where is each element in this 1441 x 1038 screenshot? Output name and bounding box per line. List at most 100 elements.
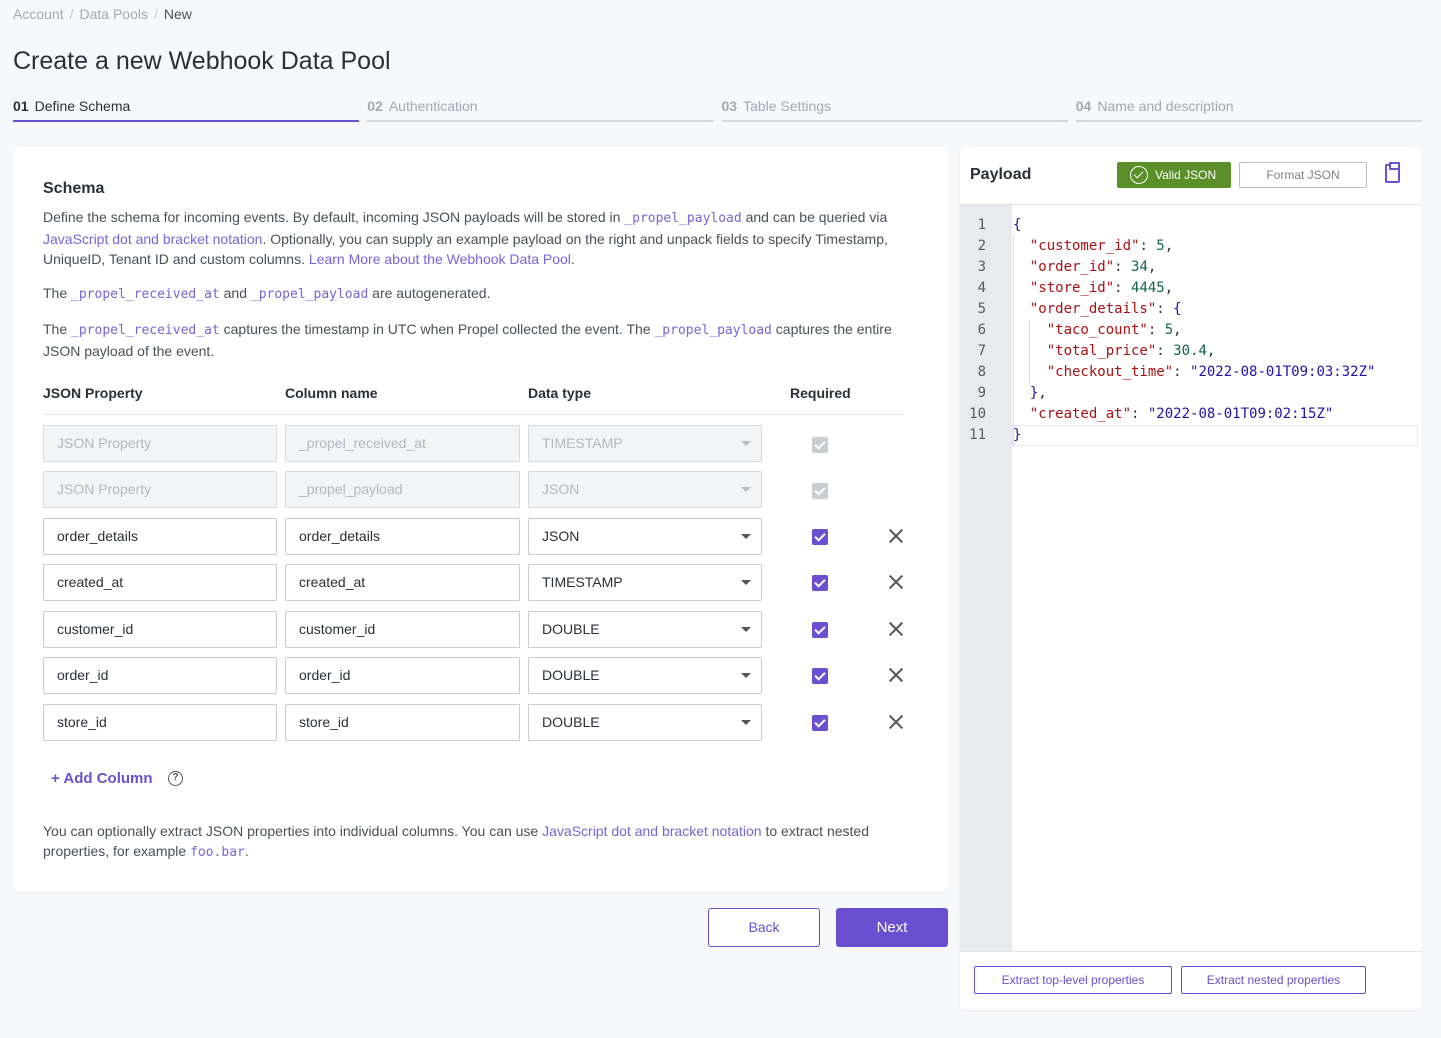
line-number: 11 <box>969 427 986 443</box>
data-type-select[interactable]: DOUBLE <box>528 657 762 694</box>
step-authentication[interactable]: 02 Authentication <box>367 98 714 122</box>
close-icon[interactable] <box>888 714 904 730</box>
add-column-button[interactable]: + Add Column <box>51 770 153 787</box>
data-type-select[interactable]: DOUBLE <box>528 704 762 741</box>
valid-json-label: Valid JSON <box>1155 168 1217 182</box>
code-text: "total_price": 30.4, <box>1046 343 1216 359</box>
data-type-select[interactable]: JSON <box>528 518 762 555</box>
text: are autogenerated. <box>368 285 491 301</box>
data-type-select: TIMESTAMP <box>528 425 762 462</box>
required-checkbox[interactable] <box>812 715 828 731</box>
valid-json-badge: Valid JSON <box>1117 162 1231 188</box>
indent-guide <box>1029 320 1030 383</box>
code-text: "order_id": 34, <box>1029 259 1157 275</box>
code-line: 4 "store_id": 4445, <box>960 278 1420 299</box>
text: to extract nested properties, for exampl… <box>43 823 869 859</box>
data-type-value: TIMESTAMP <box>542 574 623 590</box>
code-line: 1{ <box>960 215 1420 236</box>
chevron-down-icon <box>741 487 751 492</box>
table-row: store_id store_id DOUBLE <box>43 704 913 741</box>
code-line: 10 "created_at": "2022-08-01T09:02:15Z" <box>960 404 1420 425</box>
help-icon[interactable]: ? <box>168 771 183 786</box>
table-row: customer_id customer_id DOUBLE <box>43 611 913 648</box>
close-icon[interactable] <box>888 574 904 590</box>
column-name-input[interactable]: customer_id <box>285 611 520 648</box>
chevron-down-icon <box>741 580 751 585</box>
breadcrumb-account[interactable]: Account <box>13 6 64 22</box>
text: . Optionally, you can supply an example … <box>43 231 888 267</box>
step-number: 02 <box>367 98 383 114</box>
column-name-input: _propel_received_at <box>285 425 520 462</box>
code-text: "taco_count": 5, <box>1046 322 1182 338</box>
step-table-settings[interactable]: 03 Table Settings <box>721 98 1068 122</box>
step-number: 01 <box>13 98 29 114</box>
required-checkbox <box>812 437 828 453</box>
table-row: order_details order_details JSON <box>43 518 913 555</box>
check-circle-icon <box>1130 166 1148 184</box>
json-property-input[interactable]: store_id <box>43 704 277 741</box>
data-type-value: TIMESTAMP <box>542 435 623 451</box>
breadcrumb-data-pools[interactable]: Data Pools <box>79 6 148 22</box>
format-json-button[interactable]: Format JSON <box>1239 162 1367 188</box>
header-required: Required <box>790 385 851 401</box>
autogenerated-note: The _propel_received_at and _propel_payl… <box>43 283 913 305</box>
chevron-down-icon <box>741 627 751 632</box>
data-type-select: JSON <box>528 471 762 508</box>
step-label: Name and description <box>1097 98 1234 114</box>
line-number: 5 <box>977 301 986 317</box>
code-text: "customer_id": 5, <box>1029 238 1174 254</box>
column-name-input[interactable]: order_details <box>285 518 520 555</box>
clipboard-icon[interactable] <box>1385 162 1400 183</box>
link-dot-bracket-notation[interactable]: JavaScript dot and bracket notation <box>542 823 762 839</box>
schema-table-header: JSON Property Column name Data type Requ… <box>43 384 904 415</box>
required-checkbox[interactable] <box>812 575 828 591</box>
breadcrumb-separator: / <box>69 6 74 22</box>
step-define-schema[interactable]: 01 Define Schema <box>13 98 360 122</box>
line-number: 3 <box>977 259 986 275</box>
column-name-input[interactable]: order_id <box>285 657 520 694</box>
step-number: 04 <box>1075 98 1092 114</box>
code-propel-payload: _propel_payload <box>624 211 742 226</box>
json-property-input[interactable]: created_at <box>43 564 277 601</box>
column-name-input[interactable]: created_at <box>285 564 520 601</box>
header-column-name: Column name <box>285 385 378 401</box>
json-property-input[interactable]: customer_id <box>43 611 277 648</box>
json-editor[interactable]: 1{2 "customer_id": 5, 3 "order_id": 34, 4 … <box>960 204 1422 952</box>
next-button[interactable]: Next <box>836 908 948 947</box>
link-dot-bracket-notation[interactable]: JavaScript dot and bracket notation <box>43 231 263 247</box>
link-learn-more[interactable]: Learn More about the Webhook Data Pool <box>308 251 571 267</box>
data-type-select[interactable]: DOUBLE <box>528 611 762 648</box>
step-number: 03 <box>721 98 738 114</box>
code-line: 8 "checkout_time": "2022-08-01T09:03:32Z… <box>960 362 1420 383</box>
code-text: "checkout_time": "2022-08-01T09:03:32Z" <box>1046 364 1376 380</box>
code-line: 9 }, <box>960 383 1420 404</box>
extract-top-level-button[interactable]: Extract top-level properties <box>974 966 1172 994</box>
breadcrumb-current: New <box>163 6 192 22</box>
close-icon[interactable] <box>888 667 904 683</box>
required-checkbox[interactable] <box>812 622 828 638</box>
code-line: 6 "taco_count": 5, <box>960 320 1420 341</box>
json-property-input: JSON Property <box>43 425 277 462</box>
breadcrumb: Account / Data Pools / New <box>13 6 192 22</box>
payload-title: Payload <box>970 166 1032 183</box>
breadcrumb-separator: / <box>153 6 158 22</box>
json-property-input[interactable]: order_id <box>43 657 277 694</box>
back-button[interactable]: Back <box>708 908 820 947</box>
step-label: Authentication <box>388 98 478 114</box>
text: and can be queried via <box>741 209 888 225</box>
code-line: 7 "total_price": 30.4, <box>960 341 1420 362</box>
json-property-input[interactable]: order_details <box>43 518 277 555</box>
text: You can optionally extract JSON properti… <box>43 823 543 839</box>
close-icon[interactable] <box>888 621 904 637</box>
data-type-select[interactable]: TIMESTAMP <box>528 564 762 601</box>
text: Define the schema for incoming events. B… <box>43 209 625 225</box>
code-text: }, <box>1029 385 1047 401</box>
required-checkbox[interactable] <box>812 529 828 545</box>
extract-nested-button[interactable]: Extract nested properties <box>1181 966 1366 994</box>
schema-title: Schema <box>43 180 105 197</box>
step-name-description[interactable]: 04 Name and description <box>1075 98 1422 122</box>
close-icon[interactable] <box>888 528 904 544</box>
required-checkbox[interactable] <box>812 668 828 684</box>
column-name-input[interactable]: store_id <box>285 704 520 741</box>
payload-card: Payload Valid JSON Format JSON 1{2 "cust… <box>960 147 1422 1010</box>
